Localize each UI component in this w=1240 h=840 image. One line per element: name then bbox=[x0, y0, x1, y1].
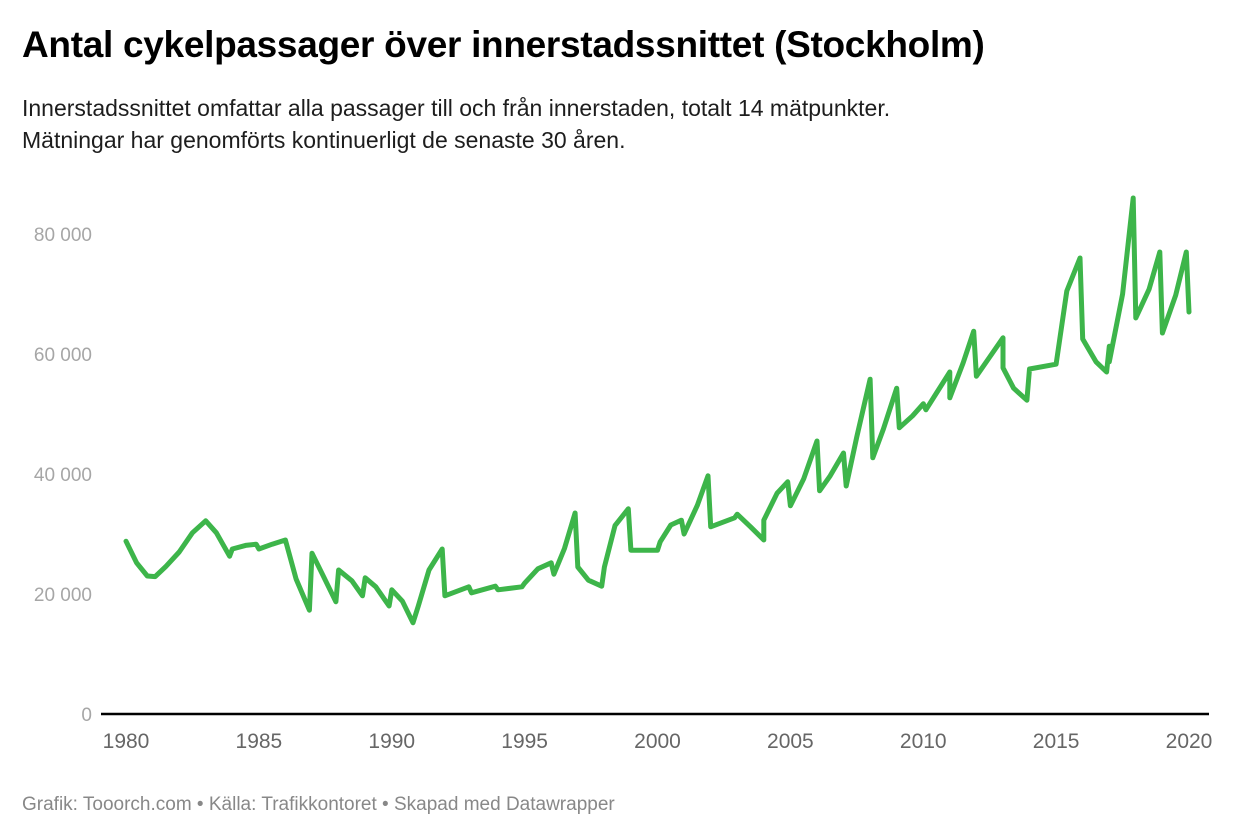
x-axis-ticks: 1980 1985 1990 1995 2000 2005 2010 2015 2020 bbox=[103, 730, 1213, 753]
x-tick-label: 1990 bbox=[368, 730, 415, 753]
series-line bbox=[123, 195, 1192, 626]
y-axis-ticks: 0 20 000 40 000 60 000 80 000 bbox=[34, 225, 92, 726]
y-tick-label: 80 000 bbox=[34, 225, 92, 246]
x-tick-label: 2020 bbox=[1166, 730, 1213, 753]
y-tick-label: 20 000 bbox=[34, 585, 92, 606]
x-tick-label: 1995 bbox=[501, 730, 548, 753]
x-tick-label: 2010 bbox=[900, 730, 947, 753]
y-tick-label: 0 bbox=[81, 705, 92, 726]
chart-footer: Grafik: Tooorch.com • Källa: Trafikkonto… bbox=[22, 794, 615, 815]
x-tick-label: 1985 bbox=[236, 730, 283, 753]
y-tick-label: 60 000 bbox=[34, 345, 92, 366]
y-tick-label: 40 000 bbox=[34, 465, 92, 486]
chart-title: Antal cykelpassager över innerstadssnitt… bbox=[22, 24, 985, 65]
x-tick-label: 1980 bbox=[103, 730, 150, 753]
subtitle-line-2: Mätningar har genomförts kontinuerligt d… bbox=[22, 127, 626, 153]
x-tick-label: 2000 bbox=[634, 730, 681, 753]
chart-subtitle: Innerstadssnittet omfattar alla passager… bbox=[22, 92, 890, 156]
subtitle-line-1: Innerstadssnittet omfattar alla passager… bbox=[22, 95, 891, 121]
x-tick-label: 2015 bbox=[1033, 730, 1080, 753]
x-tick-label: 2005 bbox=[767, 730, 814, 753]
